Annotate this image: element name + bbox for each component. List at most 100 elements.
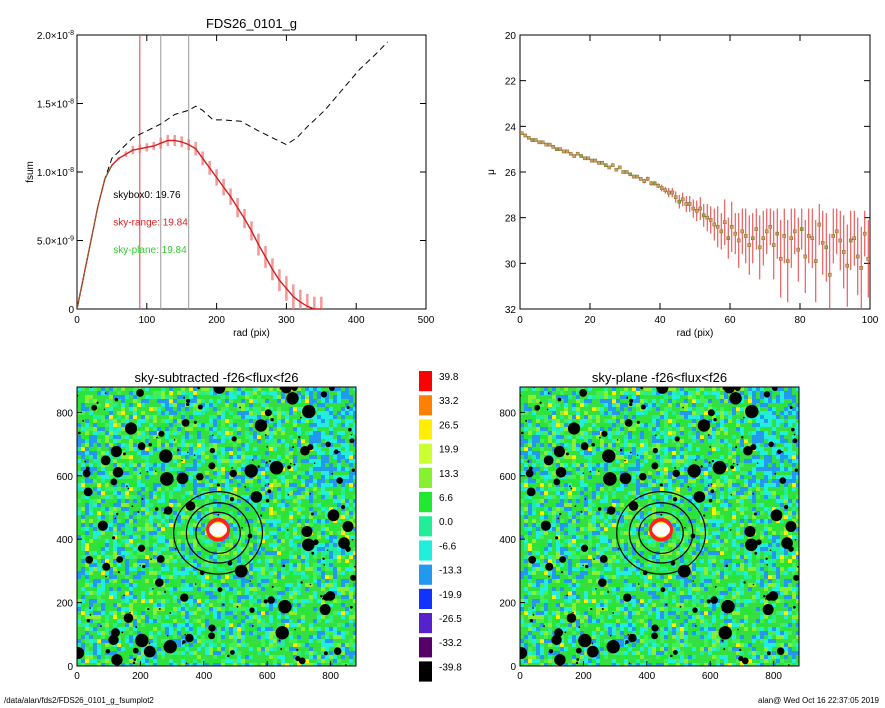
data-point <box>642 179 647 183</box>
image-pixel <box>748 483 752 487</box>
image-pixel <box>89 583 93 587</box>
image-pixel <box>105 403 109 407</box>
image-pixel <box>169 523 173 527</box>
image-pixel <box>121 455 125 459</box>
image-pixel <box>772 431 776 435</box>
image-pixel <box>261 583 265 587</box>
image-pixel <box>221 411 225 415</box>
image-pixel <box>784 487 788 491</box>
image-pixel <box>744 443 748 447</box>
image-pixel <box>89 615 93 619</box>
image-pixel <box>265 431 269 435</box>
image-pixel <box>305 643 309 647</box>
image-pixel <box>77 535 81 539</box>
image-pixel <box>245 595 249 599</box>
image-pixel <box>97 647 101 651</box>
image-pixel <box>185 555 189 559</box>
image-pixel <box>241 415 245 419</box>
masked-source <box>208 624 216 632</box>
image-pixel <box>149 571 153 575</box>
image-pixel <box>253 599 257 603</box>
image-pixel <box>113 511 117 515</box>
image-pixel <box>628 451 632 455</box>
image-pixel <box>640 423 644 427</box>
image-pixel <box>245 491 249 495</box>
data-point <box>799 227 804 231</box>
image-pixel <box>261 403 265 407</box>
image-pixel <box>784 395 788 399</box>
image-pixel <box>564 451 568 455</box>
image-pixel <box>113 603 117 607</box>
image-pixel <box>333 575 337 579</box>
image-pixel <box>165 559 169 563</box>
masked-source <box>236 605 239 608</box>
image-pixel <box>133 619 137 623</box>
image-pixel <box>197 563 201 567</box>
image-pixel <box>153 655 157 659</box>
image-pixel <box>117 463 121 467</box>
image-pixel <box>209 539 213 543</box>
image-pixel <box>213 615 217 619</box>
image-pixel <box>337 467 341 471</box>
image-pixel <box>632 463 636 467</box>
image-pixel <box>309 391 313 395</box>
image-pixel <box>732 483 736 487</box>
masked-source <box>280 387 292 394</box>
image-pixel <box>89 395 93 399</box>
image-pixel <box>233 487 237 491</box>
image-pixel <box>177 463 181 467</box>
image-pixel <box>145 419 149 423</box>
image-pixel <box>77 439 81 443</box>
masked-source <box>349 605 353 609</box>
image-pixel <box>209 587 213 591</box>
image-pixel <box>313 503 317 507</box>
image-pixel <box>189 483 193 487</box>
image-pixel <box>548 443 552 447</box>
image-pixel <box>353 515 356 519</box>
image-pixel <box>576 463 580 467</box>
image-pixel <box>768 491 772 495</box>
image-pixel <box>756 419 760 423</box>
image-pixel <box>201 459 205 463</box>
image-pixel <box>85 567 89 571</box>
image-pixel <box>309 583 313 587</box>
image-pixel <box>560 439 564 443</box>
image-pixel <box>133 555 137 559</box>
image-pixel <box>141 663 145 666</box>
image-pixel <box>337 655 341 659</box>
image-area <box>77 387 356 666</box>
data-point <box>603 163 608 167</box>
image-pixel <box>125 627 129 631</box>
image-pixel <box>696 487 700 491</box>
image-pixel <box>692 435 696 439</box>
image-pixel <box>265 467 269 471</box>
image-pixel <box>229 451 233 455</box>
image-pixel <box>329 587 333 591</box>
image-pixel <box>265 575 269 579</box>
image-pixel <box>169 387 173 391</box>
image-pixel <box>197 539 201 543</box>
masked-source <box>278 639 281 642</box>
image-pixel <box>213 643 217 647</box>
image-pixel <box>161 387 165 391</box>
image-pixel <box>740 491 744 495</box>
image-pixel <box>353 499 356 503</box>
image-pixel <box>201 427 205 431</box>
image-pixel <box>752 431 756 435</box>
image-pixel <box>229 455 233 459</box>
image-pixel <box>113 651 117 655</box>
image-pixel <box>165 623 169 627</box>
image-pixel <box>317 391 321 395</box>
image-pixel <box>121 547 125 551</box>
image-pixel <box>225 655 229 659</box>
image-pixel <box>85 571 89 575</box>
image-pixel <box>277 503 281 507</box>
image-pixel <box>133 411 137 415</box>
image-pixel <box>241 599 245 603</box>
image-pixel <box>213 471 217 475</box>
image-pixel <box>560 443 564 447</box>
image-pixel <box>117 507 121 511</box>
image-pixel <box>97 531 101 535</box>
image-pixel <box>345 651 349 655</box>
data-point <box>719 229 724 234</box>
